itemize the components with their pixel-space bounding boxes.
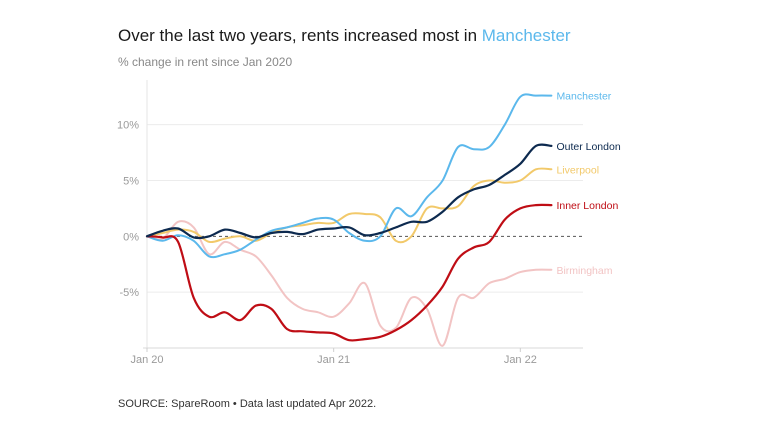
chart-subtitle: % change in rent since Jan 2020	[118, 55, 293, 69]
series-label-inner-london: Inner London	[556, 200, 618, 212]
series-lines	[145, 93, 553, 347]
source-note: SOURCE: SpareRoom • Data last updated Ap…	[118, 398, 377, 410]
axes: 10% 5% 0% -5% Jan 20 Jan 21 Jan 22	[117, 80, 583, 366]
series-line-birmingham	[146, 220, 553, 347]
series-labels: Manchester Outer London Liverpool Inner Lon…	[556, 91, 620, 277]
x-tick-label: Jan 22	[504, 354, 537, 366]
title-highlight: Manchester	[481, 26, 571, 45]
title-prefix: Over the last two years, rents increased…	[118, 26, 482, 45]
y-tick-label: 10%	[117, 120, 139, 132]
series-line-outer-london	[145, 143, 553, 240]
x-tick-label: Jan 20	[130, 354, 163, 366]
y-tick-label: -5%	[119, 287, 139, 299]
series-line-manchester	[146, 93, 553, 259]
chart-title: Over the last two years, rents increased…	[118, 26, 571, 46]
y-tick-label: 5%	[123, 176, 139, 188]
series-label-manchester: Manchester	[556, 91, 611, 103]
series-label-birmingham: Birmingham	[556, 265, 612, 277]
x-tick-label: Jan 21	[317, 354, 350, 366]
series-line-liverpool	[146, 167, 553, 244]
grid-lines	[147, 124, 583, 293]
series-label-liverpool: Liverpool	[556, 164, 599, 176]
series-line-inner-london	[145, 203, 553, 342]
y-tick-label: 0%	[123, 231, 139, 243]
series-label-outer-london: Outer London	[556, 141, 620, 153]
